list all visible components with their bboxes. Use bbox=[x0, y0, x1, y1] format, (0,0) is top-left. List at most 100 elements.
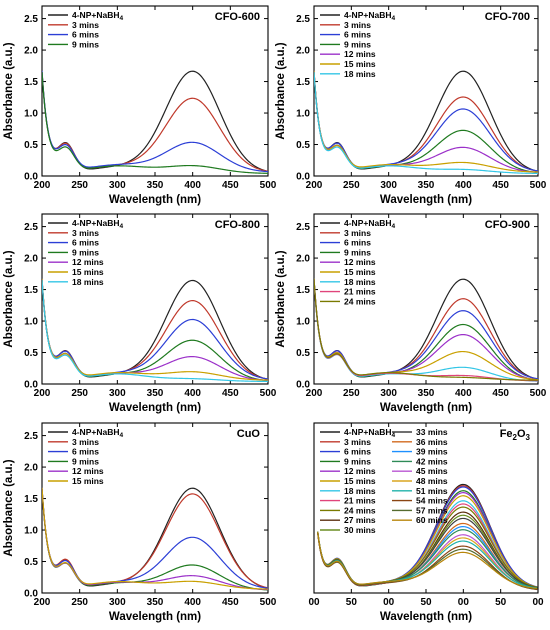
series-line bbox=[42, 487, 268, 590]
x-tick-label: 00 bbox=[383, 597, 395, 608]
y-tick-label: 2.0 bbox=[24, 46, 38, 57]
legend-label: 12 mins bbox=[344, 49, 376, 59]
series-line bbox=[314, 72, 538, 174]
legend-label: 3 mins bbox=[72, 20, 99, 30]
legend-label: 15 mins bbox=[72, 267, 104, 277]
x-tick-label: 400 bbox=[184, 597, 201, 608]
y-tick-label: 2.5 bbox=[24, 14, 38, 25]
x-tick-label: 250 bbox=[71, 388, 88, 399]
y-axis-label: Absorbance (a.u.) bbox=[275, 250, 287, 347]
y-tick-label: 1.0 bbox=[24, 526, 38, 537]
legend-label: 15 mins bbox=[344, 267, 376, 277]
panel-3: 200 250 300 350 400 450 500 0.0 0.5 1.0 1.5 2.0 2.5 W… bbox=[3, 213, 277, 414]
legend-label: 30 mins bbox=[344, 525, 376, 535]
legend-label: 18 mins bbox=[344, 277, 376, 287]
x-tick-label: 300 bbox=[109, 388, 126, 399]
legend-label: 36 mins bbox=[416, 437, 448, 447]
y-axis-label: Absorbance (a.u.) bbox=[3, 42, 15, 139]
y-tick-label: 2.5 bbox=[296, 222, 310, 233]
x-tick-label: 250 bbox=[71, 180, 88, 191]
legend-label: 6 mins bbox=[344, 238, 371, 248]
y-tick-label: 0.0 bbox=[24, 172, 38, 183]
y-tick-label: 1.5 bbox=[24, 285, 38, 296]
x-tick-label: 300 bbox=[109, 597, 126, 608]
legend-label: 12 mins bbox=[344, 257, 376, 267]
y-tick-label: 1.0 bbox=[296, 317, 310, 328]
legend-label: 12 mins bbox=[344, 466, 376, 476]
legend-label: 4-NP+NaBH4 bbox=[344, 427, 395, 439]
panel-title: CFO-900 bbox=[485, 219, 530, 231]
y-tick-label: 0.5 bbox=[296, 348, 310, 359]
plot-frame bbox=[41, 422, 269, 594]
y-tick-label: 0.0 bbox=[24, 380, 38, 391]
legend-label: 3 mins bbox=[344, 20, 371, 30]
y-tick-label: 2.0 bbox=[24, 254, 38, 265]
panel-2: 200 250 300 350 400 450 500 0.0 0.5 1.0 1.5 2.0 2.5 W… bbox=[275, 5, 547, 206]
panel-1: 200 250 300 350 400 450 500 0.0 0.5 1.0 1.5 2.0 2.5 W… bbox=[3, 5, 277, 206]
series-line bbox=[314, 70, 538, 173]
x-tick-label: 00 bbox=[308, 597, 320, 608]
series-line bbox=[42, 70, 268, 173]
y-tick-label: 2.0 bbox=[296, 254, 310, 265]
x-tick-label: 250 bbox=[71, 597, 88, 608]
legend-label: 9 mins bbox=[344, 456, 371, 466]
x-axis-label: Wavelength (nm) bbox=[380, 402, 472, 414]
legend-label: 4-NP+NaBH4 bbox=[344, 10, 395, 22]
x-tick-label: 400 bbox=[455, 180, 472, 191]
x-tick-label: 300 bbox=[380, 180, 397, 191]
legend-label: 6 mins bbox=[344, 30, 371, 40]
panel-title: Fe2O3 bbox=[500, 428, 531, 442]
y-tick-label: 1.0 bbox=[24, 317, 38, 328]
legend-label: 51 mins bbox=[416, 486, 448, 496]
y-tick-label: 0.0 bbox=[296, 172, 310, 183]
legend-label: 3 mins bbox=[344, 228, 371, 238]
x-tick-label: 450 bbox=[222, 180, 239, 191]
legend-label: 33 mins bbox=[416, 427, 448, 437]
x-tick-label: 00 bbox=[458, 597, 470, 608]
y-tick-label: 0.5 bbox=[296, 140, 310, 151]
y-axis-label: Absorbance (a.u.) bbox=[275, 42, 287, 139]
x-tick-label: 500 bbox=[260, 388, 277, 399]
legend-label: 6 mins bbox=[72, 238, 99, 248]
y-tick-label: 0.5 bbox=[24, 348, 38, 359]
x-tick-label: 250 bbox=[343, 180, 360, 191]
x-tick-label: 200 bbox=[34, 388, 51, 399]
legend-label: 18 mins bbox=[344, 69, 376, 79]
plot-frame bbox=[41, 5, 269, 177]
x-tick-label: 450 bbox=[222, 388, 239, 399]
legend-label: 42 mins bbox=[416, 456, 448, 466]
panel-title: CFO-800 bbox=[215, 219, 260, 231]
legend-label: 54 mins bbox=[416, 496, 448, 506]
x-tick-label: 200 bbox=[306, 180, 323, 191]
x-tick-label: 200 bbox=[34, 180, 51, 191]
y-tick-label: 0.5 bbox=[24, 557, 38, 568]
x-axis-label: Wavelength (nm) bbox=[109, 402, 201, 414]
series-line bbox=[314, 278, 538, 381]
y-tick-label: 1.5 bbox=[24, 77, 38, 88]
legend-label: 48 mins bbox=[416, 476, 448, 486]
y-tick-label: 0.0 bbox=[296, 380, 310, 391]
x-tick-label: 450 bbox=[492, 388, 509, 399]
x-tick-label: 200 bbox=[34, 597, 51, 608]
panel-5: 200 250 300 350 400 450 500 0.0 0.5 1.0 1.5 2.0 2.5 W… bbox=[3, 422, 277, 623]
panel-title: CFO-700 bbox=[485, 11, 530, 23]
x-tick-label: 350 bbox=[418, 180, 435, 191]
x-tick-label: 400 bbox=[184, 180, 201, 191]
legend-label: 15 mins bbox=[344, 59, 376, 69]
legend-label: 4-NP+NaBH4 bbox=[72, 427, 123, 439]
y-tick-label: 2.0 bbox=[296, 46, 310, 57]
legend-label: 24 mins bbox=[344, 505, 376, 515]
panel-4: 200 250 300 350 400 450 500 0.0 0.5 1.0 1.5 2.0 2.5 W… bbox=[275, 213, 547, 414]
x-tick-label: 450 bbox=[492, 180, 509, 191]
legend-label: 3 mins bbox=[72, 228, 99, 238]
legend-label: 4-NP+NaBH4 bbox=[344, 218, 395, 230]
x-tick-label: 00 bbox=[532, 597, 544, 608]
series-line bbox=[42, 72, 268, 174]
x-tick-label: 350 bbox=[147, 180, 164, 191]
legend-label: 60 mins bbox=[416, 515, 448, 525]
y-tick-label: 1.5 bbox=[24, 494, 38, 505]
legend-label: 9 mins bbox=[72, 247, 99, 257]
x-tick-label: 450 bbox=[222, 597, 239, 608]
x-tick-label: 50 bbox=[346, 597, 358, 608]
